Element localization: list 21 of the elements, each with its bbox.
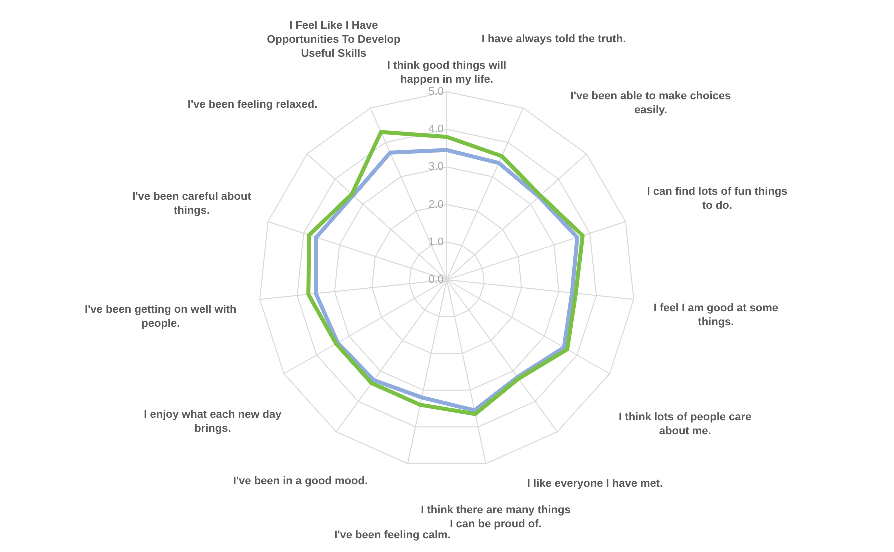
spoke-label: I've been getting on well with people. [85, 304, 238, 330]
spoke-label: I've been feeling relaxed. [188, 99, 318, 112]
y-tick-label: 0.0 [428, 274, 444, 286]
spoke-label: I've been in a good mood. [233, 475, 368, 488]
spoke-label: I like everyone I have met. [527, 478, 664, 490]
spoke-label: I have always told the truth. [482, 34, 626, 46]
y-tick-label: 2.0 [428, 198, 444, 211]
y-tick-label: 5.0 [428, 86, 444, 98]
spoke-label: I can find lots of fun things to do. [647, 186, 788, 212]
spoke-label: I feel I am good at some things. [654, 302, 779, 328]
spoke-label: I think good things will happen in my life. [387, 60, 507, 86]
spoke-label: I think there are many things I can be proud of. [421, 504, 571, 530]
spoke-label: I enjoy what each new day brings. [144, 409, 283, 436]
spoke-label: I've been able to make choices easily. [570, 90, 732, 116]
y-tick-label: 4.0 [428, 124, 444, 136]
y-tick-label: 1.0 [428, 236, 444, 248]
spoke-label: I've been feeling calm. [334, 529, 451, 542]
spoke-label: I Feel Like I Have Opportunities To Develop Useful Skills [267, 20, 401, 60]
y-tick-label: 3.0 [428, 161, 444, 174]
spoke-label: I think lots of people care about me. [619, 412, 752, 438]
spoke-label: I've been careful about things. [132, 191, 252, 218]
